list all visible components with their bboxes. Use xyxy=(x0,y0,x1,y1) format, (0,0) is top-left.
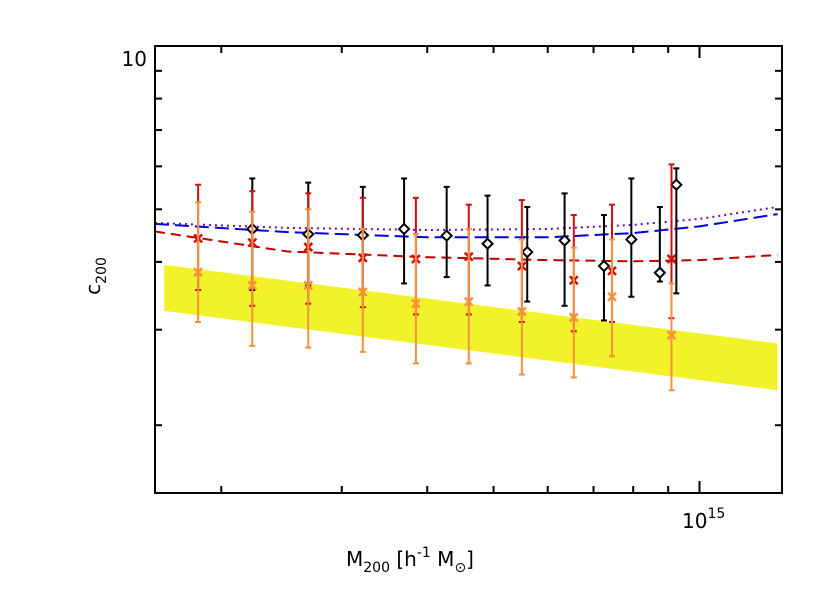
diamond-marker xyxy=(624,233,638,246)
plot-frame xyxy=(154,45,783,494)
data-point-series3-5 xyxy=(411,233,421,365)
diamond-marker xyxy=(597,259,611,273)
data-point-series1-12 xyxy=(669,167,683,295)
yellow-band xyxy=(164,264,778,391)
x-marker xyxy=(666,330,677,341)
data-point-series1-11 xyxy=(653,205,667,283)
diamond-marker xyxy=(440,229,454,243)
x-marker xyxy=(516,306,527,317)
data-point-series1-4 xyxy=(397,177,411,285)
x-marker xyxy=(411,298,421,309)
x-marker xyxy=(463,296,474,307)
data-point-series1-7 xyxy=(520,205,534,303)
model-curve-dashed xyxy=(155,230,778,263)
data-point-series1-5 xyxy=(440,185,454,279)
axis-ticks xyxy=(155,45,782,493)
y-tick-label-10: 10 xyxy=(122,47,147,71)
x-marker xyxy=(247,280,258,291)
diamond-marker xyxy=(653,266,667,280)
x-marker xyxy=(607,291,617,302)
diamond-marker xyxy=(481,237,494,251)
diamond-marker xyxy=(669,178,683,192)
data-points xyxy=(193,163,683,392)
x-marker xyxy=(568,312,579,323)
data-point-series3-8 xyxy=(568,246,579,379)
data-point-series1-6 xyxy=(481,194,494,287)
data-point-series3-1 xyxy=(193,201,204,323)
x-marker xyxy=(357,287,368,297)
data-point-series3-2 xyxy=(247,210,258,347)
data-point-series3-9 xyxy=(607,238,617,358)
data-point-series3-3 xyxy=(303,208,314,349)
x-marker xyxy=(193,267,204,278)
data-point-series3-10 xyxy=(666,282,677,392)
model-curve-dashed-long xyxy=(155,213,778,239)
data-point-series3-6 xyxy=(463,227,474,365)
diamond-marker xyxy=(397,222,411,236)
data-point-series1-8 xyxy=(558,192,571,307)
x-tick-label-1e15: 1015 xyxy=(682,506,725,533)
diamond-marker xyxy=(520,245,534,259)
model-curves xyxy=(155,206,778,263)
diamond-marker xyxy=(558,234,571,247)
model-curve-dotted xyxy=(155,206,778,232)
model-band xyxy=(164,264,778,391)
data-point-series3-4 xyxy=(357,227,368,353)
y-axis-label: c200 xyxy=(81,257,110,295)
data-point-series1-10 xyxy=(624,177,638,298)
x-axis-label: M200 [h-1 M⊙] xyxy=(346,545,474,576)
data-point-series3-7 xyxy=(516,238,527,376)
data-point-series1-9 xyxy=(597,214,611,322)
x-marker xyxy=(303,280,314,291)
x-marker xyxy=(666,254,677,264)
